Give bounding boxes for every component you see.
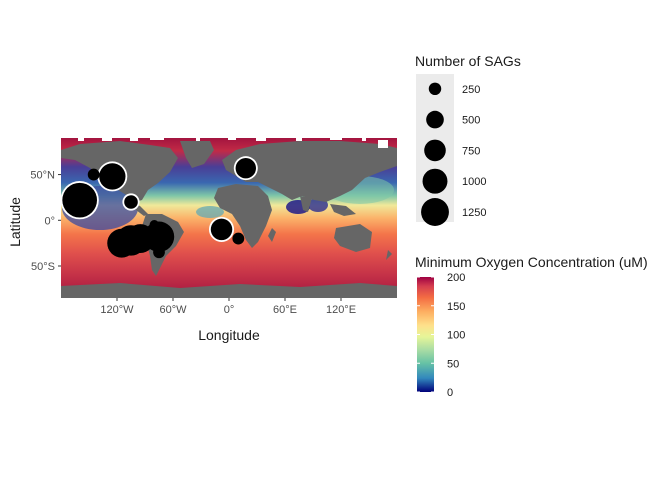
greenland: [180, 141, 214, 168]
color-legend-bar: [417, 277, 434, 392]
sag-point-12: [232, 232, 245, 245]
color-legend-label-3: 50: [447, 358, 459, 370]
size-legend-key-0: [428, 82, 442, 96]
size-legend: Number of SAGs 250 500 750 1000 1250: [415, 53, 521, 226]
map-panel: [61, 138, 397, 298]
sag-point-8: [153, 246, 165, 259]
color-legend-label-4: 0: [447, 387, 453, 399]
arctic-ice-marks: [78, 138, 388, 148]
x-tick-label-1: 60°W: [159, 304, 187, 316]
sag-points: [61, 156, 258, 259]
x-tick-label-3: 60°E: [273, 304, 297, 316]
size-legend-title: Number of SAGs: [415, 53, 521, 69]
size-legend-key-4: [421, 198, 449, 226]
color-legend-label-1: 150: [447, 301, 465, 313]
size-legend-label-4: 1250: [462, 207, 486, 219]
europe-asia: [222, 141, 397, 202]
x-tick-label-0: 120°W: [100, 304, 134, 316]
size-legend-label-2: 750: [462, 145, 480, 157]
sag-point-9: [149, 220, 160, 230]
sag-point-13: [235, 157, 256, 179]
size-legend-label-1: 500: [462, 115, 480, 127]
low-oxygen-zone-east-atlantic: [196, 206, 224, 218]
y-tick-label-0: 50°N: [30, 170, 55, 182]
size-legend-key-3: [422, 168, 448, 194]
color-legend-label-2: 100: [447, 330, 465, 342]
sag-point-0: [62, 182, 98, 218]
x-tick-label-2: 0°: [224, 304, 235, 316]
size-legend-label-0: 250: [462, 84, 480, 96]
madagascar: [268, 228, 276, 242]
axes: 120°W 60°W 0° 60°E 120°E 50°N 0° 50°S: [30, 170, 356, 316]
new-zealand: [386, 250, 392, 260]
sag-point-11: [216, 224, 227, 235]
southeast-asia-islands: [330, 204, 356, 216]
color-legend-title: Minimum Oxygen Concentration (uM): [415, 254, 648, 270]
antarctica: [61, 283, 397, 298]
size-legend-label-3: 1000: [462, 176, 486, 188]
y-axis-title: Latitude: [7, 197, 23, 247]
x-axis-title: Longitude: [198, 327, 260, 343]
australia: [334, 224, 372, 252]
sag-point-3: [124, 195, 138, 209]
x-tick-label-4: 120°E: [326, 304, 356, 316]
india: [300, 196, 312, 212]
sag-point-1: [99, 163, 126, 190]
africa: [214, 184, 272, 248]
color-legend-label-0: 200: [447, 272, 465, 284]
sag-point-2: [87, 168, 100, 181]
size-legend-key-1: [426, 110, 444, 129]
size-legend-key-2: [424, 139, 446, 162]
sag-point-7: [143, 221, 175, 252]
color-legend: Minimum Oxygen Concentration (uM) 200 150…: [415, 254, 648, 399]
y-tick-label-1: 0°: [44, 215, 55, 227]
y-tick-label-2: 50°S: [31, 261, 55, 273]
